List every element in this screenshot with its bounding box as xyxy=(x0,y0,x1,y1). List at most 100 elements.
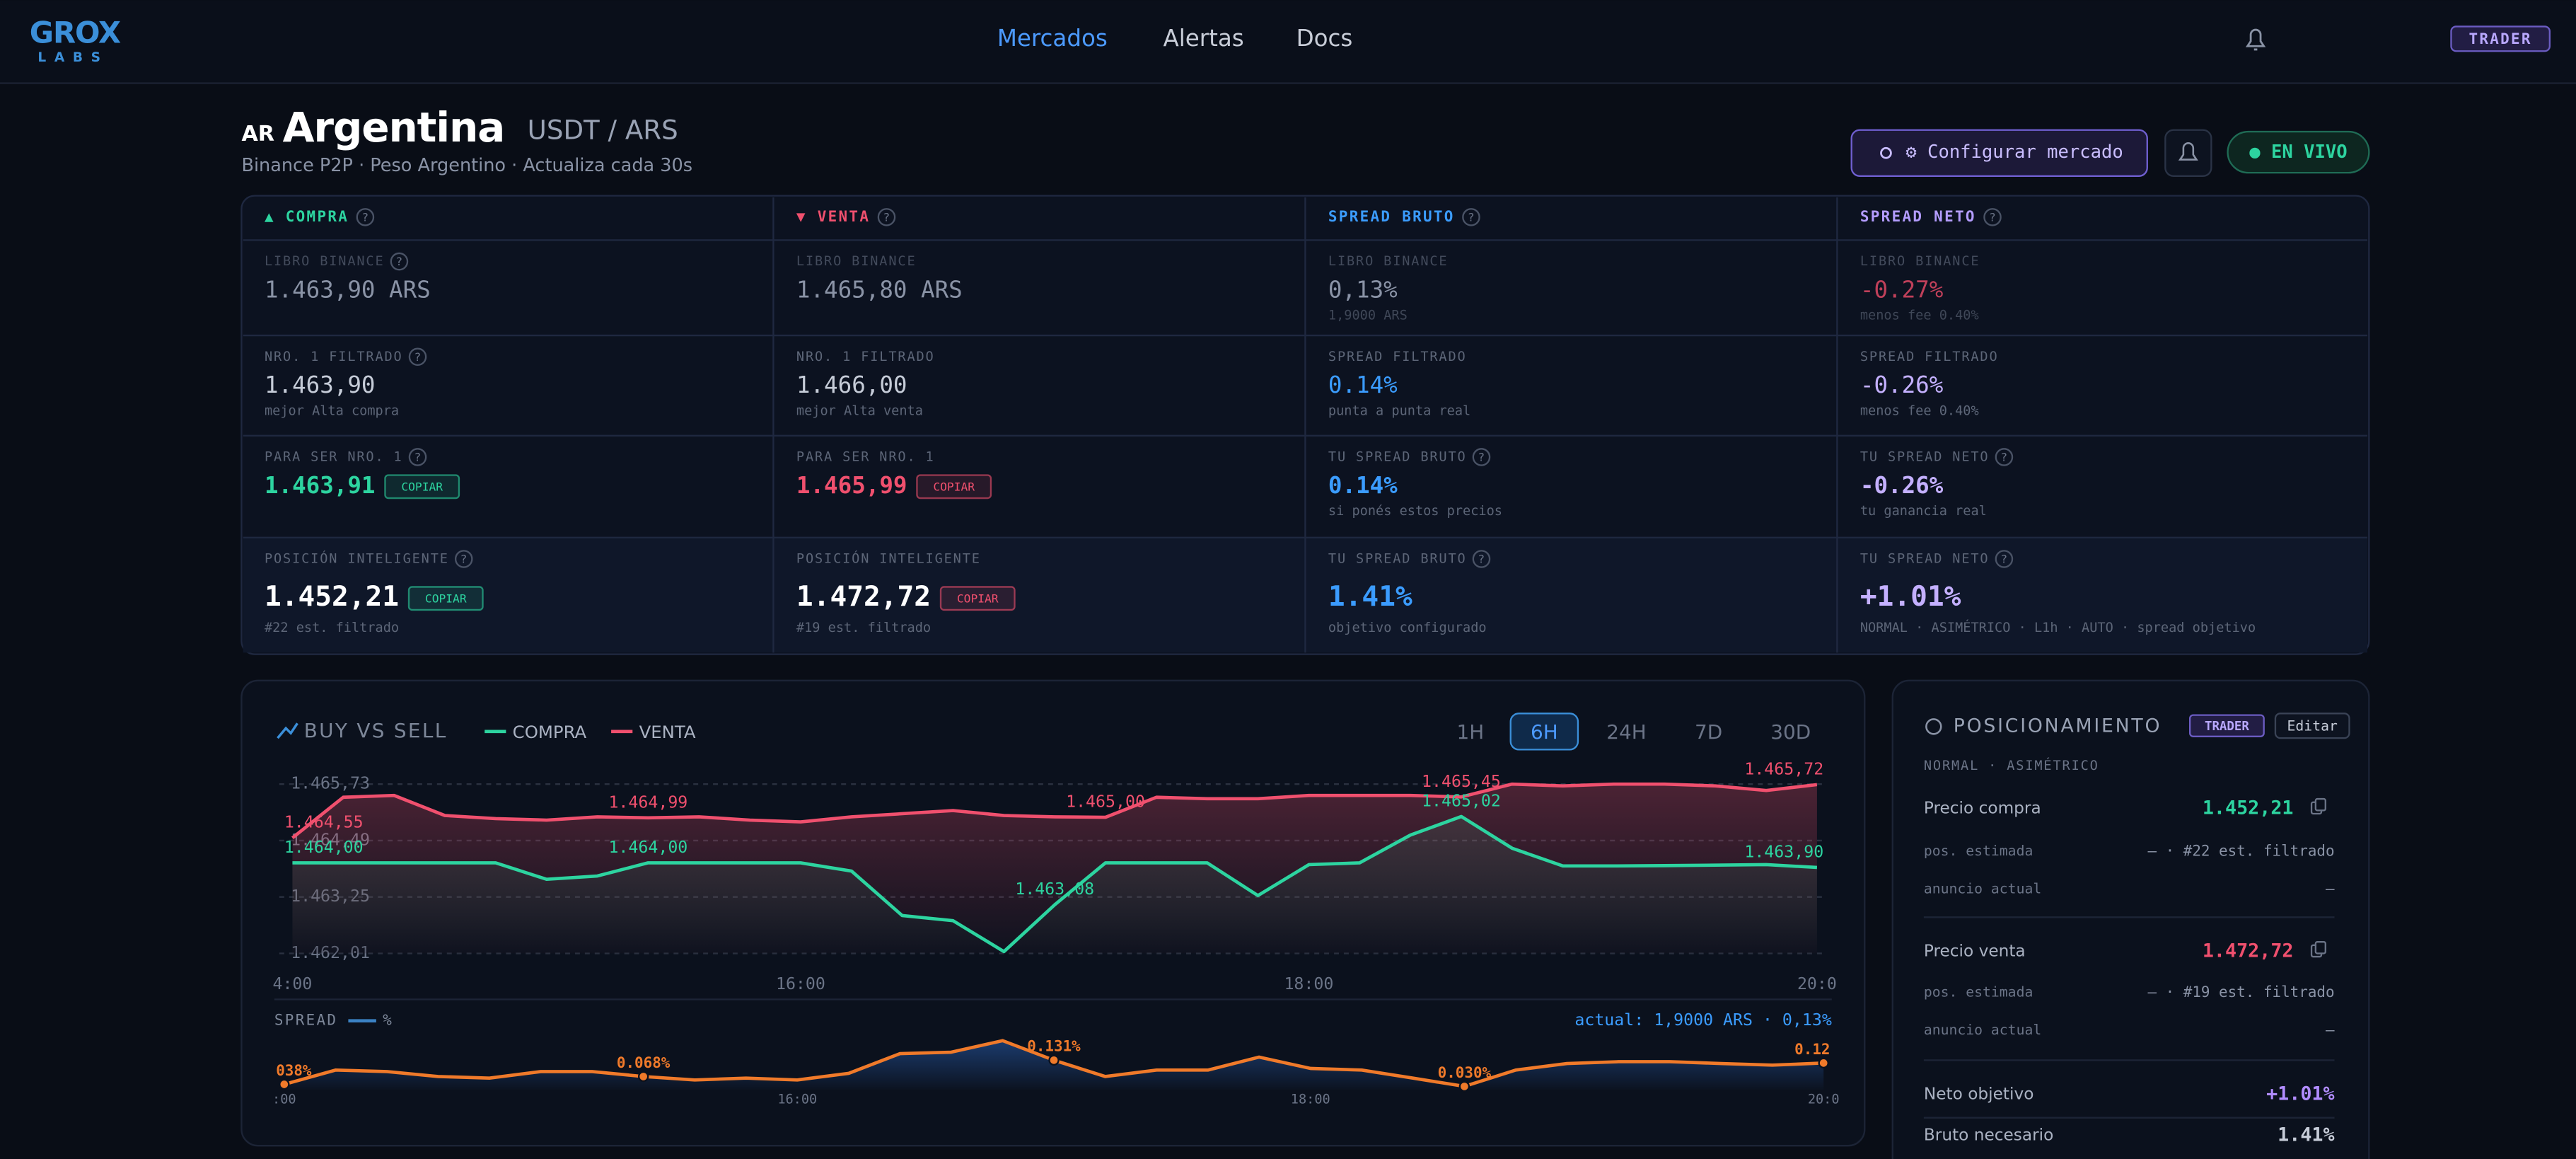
help-icon[interactable] xyxy=(408,347,427,367)
copy-label[interactable]: COPIAR xyxy=(425,592,467,605)
market-pair: USDT / ARS xyxy=(528,115,678,146)
edit-button[interactable]: Editar xyxy=(2287,717,2338,734)
cell-label: TU SPREAD NETO xyxy=(1860,449,1990,464)
edit-button-box[interactable] xyxy=(2274,713,2350,739)
copy-label[interactable]: COPIAR xyxy=(957,592,999,605)
help-icon[interactable] xyxy=(1995,448,2014,466)
cell-value: -0.26% xyxy=(1860,472,1944,499)
alert-icon xyxy=(2178,142,2198,161)
data-label: 1.465,00 xyxy=(1066,792,1145,812)
copy-label[interactable]: COPIAR xyxy=(401,480,443,493)
cell-note: objetivo configurado xyxy=(1328,621,1487,635)
market-name: Argentina xyxy=(283,103,504,151)
alert-button[interactable] xyxy=(2164,129,2212,177)
cell-value: 1.466,00 xyxy=(796,371,907,398)
cell-value: 1.465,99 xyxy=(796,472,907,499)
role-badge: TRADER xyxy=(2468,30,2531,47)
data-label: 0.12 xyxy=(1794,1041,1830,1058)
cell-label: LIBRO BINANCE xyxy=(265,254,385,269)
row-label: Neto objetivo xyxy=(1924,1085,2034,1104)
copy-button[interactable] xyxy=(384,474,460,500)
range-button[interactable]: 1H xyxy=(1456,720,1484,744)
point-marker xyxy=(1048,1054,1060,1066)
range-button[interactable]: 7D xyxy=(1695,720,1722,744)
legend-label: COMPRA xyxy=(513,722,587,742)
copy-button[interactable] xyxy=(407,586,484,611)
data-label: 1.464,00 xyxy=(608,838,687,857)
help-mark: ? xyxy=(396,255,402,268)
cell-note: tu ganancia real xyxy=(1860,504,1987,519)
help-icon[interactable] xyxy=(454,550,473,568)
cell-value: 0,13% xyxy=(1328,276,1398,303)
cell-note: mejor Alta compra xyxy=(265,403,399,418)
nav-link[interactable]: Mercados xyxy=(997,25,1108,52)
data-label: 038% xyxy=(276,1062,312,1079)
data-label: 1.464,99 xyxy=(608,792,687,812)
help-icon[interactable] xyxy=(408,448,427,466)
range-button[interactable]: 30D xyxy=(1770,720,1811,744)
row-label: Bruto necesario xyxy=(1924,1126,2053,1145)
help-mark: ? xyxy=(414,451,421,464)
cell-note: si ponés estos precios xyxy=(1328,504,1502,519)
cell-value: 1.463,91 xyxy=(265,472,376,499)
cell-value: -0.26% xyxy=(1860,371,1944,398)
help-icon[interactable] xyxy=(1462,208,1480,226)
cell-note: 1,9000 ARS xyxy=(1328,309,1408,323)
range-button[interactable]: 6H xyxy=(1531,720,1558,744)
copy-label[interactable]: COPIAR xyxy=(933,480,975,493)
cell-note: NORMAL · ASIMÉTRICO · L1h · AUTO · sprea… xyxy=(1860,619,2256,635)
cell-value: 1.465,80 ARS xyxy=(796,276,963,303)
row-value: — xyxy=(2326,1022,2335,1039)
help-mark: ? xyxy=(1478,451,1485,464)
x-tick-label: 18:00 xyxy=(1291,1092,1330,1107)
copy-button[interactable] xyxy=(939,586,1016,611)
copy-button[interactable] xyxy=(916,474,992,500)
help-icon[interactable] xyxy=(1472,550,1491,568)
help-mark: ? xyxy=(362,211,369,224)
help-icon[interactable] xyxy=(877,208,896,226)
bell-icon[interactable] xyxy=(2245,28,2266,51)
help-icon[interactable] xyxy=(1995,550,2014,568)
live-badge-box xyxy=(2227,130,2370,174)
live-badge: ● EN VIVO xyxy=(2249,142,2347,163)
cell-label: TU SPREAD BRUTO xyxy=(1328,551,1467,566)
cell-label: POSICIÓN INTELIGENTE xyxy=(265,549,449,566)
cell-value: 0.14% xyxy=(1328,472,1398,499)
nav-link[interactable]: Docs xyxy=(1296,25,1353,52)
help-icon[interactable] xyxy=(356,208,375,226)
row-label: anuncio actual xyxy=(1924,880,2041,896)
trend-icon xyxy=(277,722,298,739)
panel-title: POSICIONAMIENTO xyxy=(1954,715,2162,737)
cell-label: TU SPREAD NETO xyxy=(1860,551,1990,566)
range-button[interactable]: 24H xyxy=(1606,720,1646,744)
help-icon[interactable] xyxy=(1472,448,1491,466)
column-title: SPREAD NETO xyxy=(1860,208,1976,225)
cell-label: TU SPREAD BRUTO xyxy=(1328,449,1467,464)
copy-icon[interactable] xyxy=(2314,940,2326,955)
point-marker xyxy=(1458,1080,1470,1092)
legend-label: % xyxy=(383,1012,392,1029)
x-tick-label: 16:00 xyxy=(776,974,825,993)
help-mark: ? xyxy=(2001,553,2007,566)
panel-badge-box xyxy=(2189,714,2265,737)
nav-link[interactable]: Alertas xyxy=(1163,25,1243,52)
copy-icon[interactable] xyxy=(2314,797,2326,812)
point-marker xyxy=(279,1078,290,1090)
point-marker xyxy=(637,1071,649,1083)
range-button-active[interactable] xyxy=(1509,713,1579,751)
y-tick-label: 1.465,73 xyxy=(291,774,370,793)
logo-subtitle: LABS xyxy=(37,50,108,65)
config-button-label[interactable]: ⚙ Configurar mercado xyxy=(1905,142,2123,163)
x-tick-label: 4:00 xyxy=(272,974,312,993)
cell-label: POSICIÓN INTELIGENTE xyxy=(796,549,981,566)
help-mark: ? xyxy=(883,211,890,224)
help-icon[interactable] xyxy=(1983,208,2002,226)
row-value: 1.452,21 xyxy=(2203,797,2294,819)
cell-value: 1.463,90 xyxy=(265,371,376,398)
x-tick-label: 20:0 xyxy=(1797,974,1837,993)
country-code: AR xyxy=(241,122,274,146)
config-button[interactable] xyxy=(1850,129,2148,177)
cell-value: -0.27% xyxy=(1860,276,1944,303)
help-icon[interactable] xyxy=(390,252,409,271)
